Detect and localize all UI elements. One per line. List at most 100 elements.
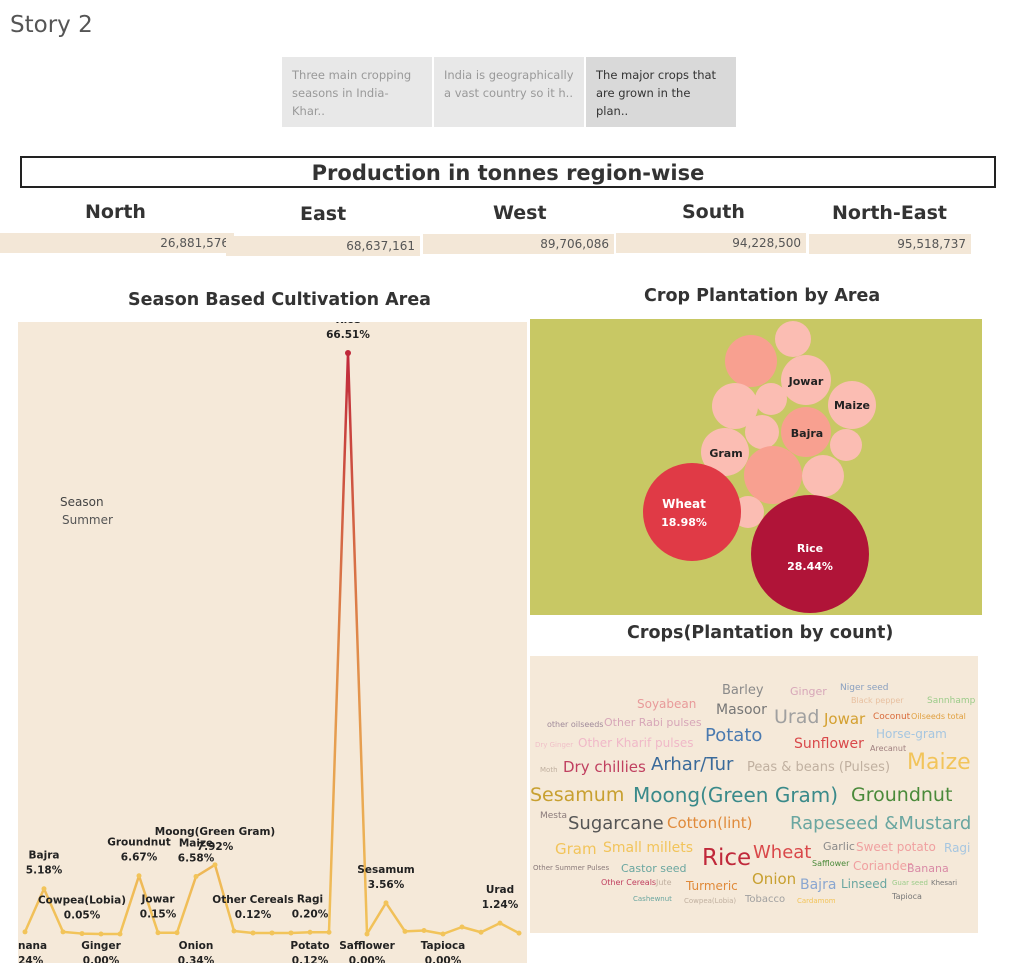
word-gram[interactable]: Gram <box>555 840 597 858</box>
word-ragi[interactable]: Ragi <box>944 841 971 855</box>
word-niger-seed[interactable]: Niger seed <box>840 683 889 693</box>
bubble[interactable] <box>775 321 811 357</box>
word-cotton-lint[interactable]: Cotton(lint) <box>667 814 753 832</box>
season-point-sesamum[interactable] <box>402 928 408 934</box>
word-wheat[interactable]: Wheat <box>753 842 812 863</box>
word-sesamum[interactable]: Sesamum <box>530 784 625 806</box>
season-point-cowpea-lobia-[interactable] <box>79 931 85 937</box>
bubble[interactable] <box>712 383 758 429</box>
season-point-ginger[interactable] <box>117 931 123 937</box>
season-legend-value[interactable]: Summer <box>62 513 113 527</box>
word-other-oilseeds[interactable]: other oilseeds <box>547 720 604 729</box>
bubble-bajra[interactable] <box>781 407 831 457</box>
story-point-3-active[interactable]: The major crops that are grown in the pl… <box>586 57 736 127</box>
season-point-urad[interactable] <box>478 929 484 935</box>
word-dry-ginger[interactable]: Dry Ginger <box>535 741 574 749</box>
word-cardamom[interactable]: Cardamom <box>797 897 836 905</box>
season-point-potato[interactable] <box>288 930 294 936</box>
bubble[interactable] <box>802 455 844 497</box>
word-arecanut[interactable]: Arecanut <box>870 744 907 753</box>
word-small-millets[interactable]: Small millets <box>603 840 694 856</box>
season-point-onion[interactable] <box>231 928 237 934</box>
word-sannhamp[interactable]: Sannhamp <box>927 696 976 706</box>
word-turmeric[interactable]: Turmeric <box>686 879 738 893</box>
word-cashewnut[interactable]: Cashewnut <box>633 895 672 903</box>
word-mesta[interactable]: Mesta <box>540 811 568 821</box>
word-other-summer-pulses[interactable]: Other Summer Pulses <box>533 864 610 872</box>
bubble[interactable] <box>744 446 802 504</box>
season-point-jowar[interactable] <box>174 930 180 936</box>
word-potato[interactable]: Potato <box>705 725 763 746</box>
word-other-kharif-pulses[interactable]: Other Kharif pulses <box>578 736 694 750</box>
word-ginger[interactable]: Ginger <box>790 685 827 698</box>
word-rice[interactable]: Rice <box>702 845 752 871</box>
word-sugarcane[interactable]: Sugarcane <box>568 813 664 834</box>
season-point-urad[interactable] <box>516 930 522 936</box>
bubble-maize[interactable] <box>828 381 876 429</box>
word-coconut[interactable]: Coconut <box>873 712 911 722</box>
word-peas-beans[interactable]: Peas & beans (Pulses) <box>747 760 891 775</box>
word-arhar-tur[interactable]: Arhar/Tur <box>651 754 734 775</box>
word-linseed[interactable]: Linseed <box>841 877 888 891</box>
word-jowar[interactable]: Jowar <box>824 710 866 728</box>
season-point-maize[interactable] <box>193 874 199 880</box>
season-point-moong-green-gram-[interactable] <box>212 862 218 868</box>
bubble-chart[interactable]: Jowar Maize Bajra Gram Wheat 18.98% Rice… <box>530 319 982 615</box>
season-point-ginger[interactable] <box>98 931 104 937</box>
word-coriander[interactable]: Coriander <box>853 859 912 873</box>
word-safflower[interactable]: Safflower <box>812 859 850 868</box>
word-banana[interactable]: Banana <box>907 862 949 875</box>
season-point-other-cereals[interactable] <box>269 930 275 936</box>
season-point-rice[interactable] <box>345 350 351 356</box>
word-sunflower[interactable]: Sunflower <box>794 736 864 752</box>
season-point-urad[interactable] <box>497 920 503 926</box>
word-moth[interactable]: Moth <box>540 766 558 774</box>
word-dry-chillies[interactable]: Dry chillies <box>563 758 646 776</box>
story-point-2[interactable]: India is geographically a vast country s… <box>434 57 584 127</box>
season-line-chart[interactable]: Banana 0.24% Bajra 5.18% Cowpea(Lobia) 0.05% G… <box>3 314 527 963</box>
word-cowpea-lobia[interactable]: Cowpea(Lobia) <box>684 897 737 905</box>
season-point-ragi[interactable] <box>326 929 332 935</box>
word-oilseeds-total[interactable]: Oilseeds total <box>911 712 966 721</box>
word-maize[interactable]: Maize <box>907 750 971 775</box>
season-point-bajra[interactable] <box>41 886 47 892</box>
word-barley[interactable]: Barley <box>722 683 764 698</box>
season-point-tapioca[interactable] <box>440 931 446 937</box>
word-groundnut[interactable]: Groundnut <box>851 784 953 806</box>
word-garlic[interactable]: Garlic <box>823 840 855 853</box>
season-point-other-cereals[interactable] <box>250 930 256 936</box>
season-point-jowar[interactable] <box>155 930 161 936</box>
word-guar-seed[interactable]: Guar seed <box>892 879 928 887</box>
word-other-cereals[interactable]: Other Cereals <box>601 878 657 887</box>
word-tobacco[interactable]: Tobacco <box>745 894 786 905</box>
word-khesari[interactable]: Khesari <box>931 879 958 887</box>
season-point-ragi[interactable] <box>307 929 313 935</box>
season-point-banana[interactable] <box>22 929 28 935</box>
bubble-wheat[interactable] <box>643 463 741 561</box>
word-other-rabi-pulses[interactable]: Other Rabi pulses <box>604 716 702 729</box>
word-tapioca[interactable]: Tapioca <box>892 892 922 901</box>
season-point-sunflower[interactable] <box>421 928 427 934</box>
season-point-tapioca[interactable] <box>459 924 465 930</box>
word-moong-green-gram[interactable]: Moong(Green Gram) <box>633 783 839 807</box>
word-masoor[interactable]: Masoor <box>716 702 767 718</box>
season-point-groundnut[interactable] <box>136 873 142 879</box>
word-horse-gram[interactable]: Horse-gram <box>876 727 947 741</box>
season-point-sesamum[interactable] <box>383 900 389 906</box>
word-jute[interactable]: Jute <box>656 878 672 887</box>
bubble[interactable] <box>755 383 787 415</box>
story-point-1[interactable]: Three main cropping seasons in India- Kh… <box>282 57 432 127</box>
bubble-jowar[interactable] <box>781 355 831 405</box>
bubble[interactable] <box>745 415 779 449</box>
word-soyabean[interactable]: Soyabean <box>637 697 697 711</box>
word-urad[interactable]: Urad <box>774 706 820 728</box>
season-point-banana[interactable] <box>60 929 66 935</box>
word-onion[interactable]: Onion <box>752 870 797 888</box>
word-bajra[interactable]: Bajra <box>800 877 837 893</box>
bubble[interactable] <box>830 429 862 461</box>
season-point-safflower[interactable] <box>364 931 370 937</box>
season-line[interactable] <box>23 351 520 936</box>
word-sweet-potato[interactable]: Sweet potato <box>856 840 936 854</box>
word-castor-seed[interactable]: Castor seed <box>621 862 687 875</box>
bubble-rice[interactable] <box>751 495 869 613</box>
